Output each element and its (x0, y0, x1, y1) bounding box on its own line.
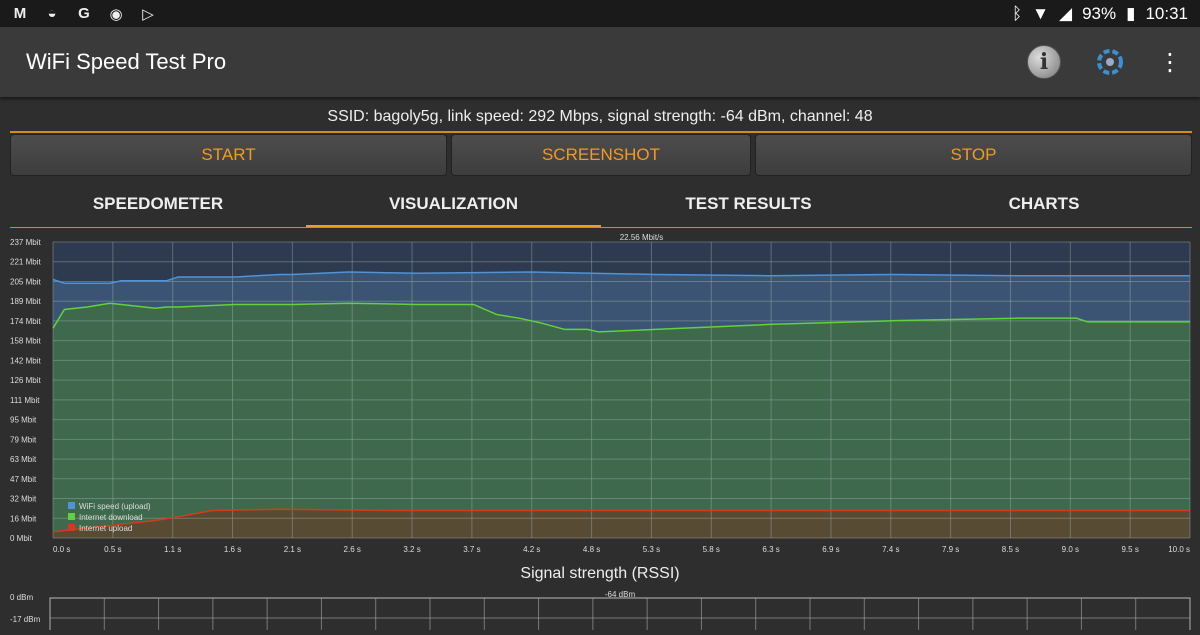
y-tick-label: 189 Mbit (10, 297, 41, 306)
tab-bar: SPEEDOMETER VISUALIZATION TEST RESULTS C… (10, 180, 1192, 228)
x-tick-label: 6.3 s (762, 545, 779, 554)
rssi-annotation: -64 dBm (605, 590, 636, 599)
x-tick-label: 1.6 s (224, 545, 241, 554)
x-tick-label: 9.0 s (1062, 545, 1079, 554)
info-icon: i (1027, 45, 1061, 79)
battery-icon: ▮ (1126, 3, 1136, 23)
x-tick-label: 4.2 s (523, 545, 540, 554)
rssi-chart-title: Signal strength (RSSI) (520, 565, 679, 582)
y-tick-label: 174 Mbit (10, 317, 41, 326)
app-bar: WiFi Speed Test Pro i ⋮ (0, 27, 1200, 97)
y-tick-label: 79 Mbit (10, 435, 37, 444)
x-tick-label: 2.1 s (284, 545, 301, 554)
y-tick-label: 158 Mbit (10, 337, 41, 346)
clock: 10:31 (1145, 3, 1188, 23)
connection-info: SSID: bagoly5g, link speed: 292 Mbps, si… (327, 108, 873, 125)
y-tick-label: 205 Mbit (10, 277, 41, 286)
rssi-y-tick-label: -17 dBm (10, 615, 41, 624)
series-line-2 (52, 508, 1190, 533)
x-tick-label: 5.8 s (703, 545, 720, 554)
series-line-0 (52, 271, 1190, 284)
circle-app-icon: ◉ (109, 5, 123, 23)
status-bar: M ◒ G ◉ ▷ ᛒ ▼ ◢ 93% ▮ 10:31 (0, 0, 1200, 27)
y-tick-label: 16 Mbit (10, 514, 37, 523)
speed-chart: 237 Mbit 221 Mbit 205 Mbit 189 Mbit 174 Mbit… (10, 233, 1191, 635)
x-tick-label: 5.3 s (643, 545, 660, 554)
x-tick-label: 3.7 s (463, 545, 480, 554)
x-tick-label: 7.9 s (942, 545, 959, 554)
divider (10, 131, 1192, 133)
series-area-2 (53, 509, 1190, 538)
play-store-icon: ▷ (142, 5, 154, 23)
info-button[interactable]: i (1026, 44, 1062, 80)
x-tick-label: 0.5 s (104, 545, 121, 554)
start-button[interactable]: START (10, 134, 447, 176)
legend-label: WiFi speed (upload) (79, 502, 151, 511)
legend-swatch (68, 524, 75, 531)
x-tick-label: 9.5 s (1121, 545, 1138, 554)
tab-visualization[interactable]: VISUALIZATION (306, 180, 601, 228)
rssi-plot-frame (49, 597, 1191, 635)
x-tick-label: 6.9 s (822, 545, 839, 554)
y-tick-label: 95 Mbit (10, 416, 37, 425)
tab-test-results[interactable]: TEST RESULTS (685, 194, 812, 213)
y-tick-label: 221 Mbit (10, 258, 41, 267)
y-tick-label: 126 Mbit (10, 376, 41, 385)
messenger-icon: ◒ (47, 5, 57, 22)
legend-swatch (68, 513, 75, 520)
google-icon: G (78, 5, 90, 22)
y-tick-label: 0 Mbit (10, 534, 33, 543)
series-line-1 (52, 302, 1190, 333)
y-tick-label: 47 Mbit (10, 475, 37, 484)
network-settings-icon (1097, 49, 1123, 75)
tab-speedometer[interactable]: SPEEDOMETER (92, 194, 224, 213)
notification-icons: M ◒ G ◉ ▷ (0, 5, 158, 23)
stop-button[interactable]: STOP (755, 134, 1192, 176)
wifi-icon: ▼ (1032, 3, 1049, 23)
screenshot-button[interactable]: SCREENSHOT (451, 134, 751, 176)
app-title: WiFi Speed Test Pro (26, 49, 227, 74)
x-tick-label: 8.5 s (1002, 545, 1019, 554)
x-tick-label: 10.0 s (1168, 545, 1190, 554)
more-options-icon[interactable]: ⋮ (1158, 48, 1182, 76)
legend-label: Internet download (79, 513, 143, 522)
bluetooth-icon: ᛒ (1011, 3, 1023, 23)
gmail-icon: M (13, 5, 27, 22)
y-tick-label: 237 Mbit (10, 238, 41, 247)
chart-area: 237 Mbit 221 Mbit 205 Mbit 189 Mbit 174 Mbit… (0, 230, 1200, 635)
system-icons: ᛒ ▼ ◢ 93% ▮ 10:31 (1012, 4, 1200, 24)
x-tick-label: 4.8 s (583, 545, 600, 554)
x-tick-label: 3.2 s (403, 545, 420, 554)
x-tick-label: 0.0 s (53, 545, 70, 554)
series-area-1 (53, 303, 1190, 538)
tab-charts[interactable]: CHARTS (1008, 194, 1080, 213)
rssi-y-tick-label: 0 dBm (10, 593, 33, 602)
y-tick-label: 142 Mbit (10, 356, 41, 365)
x-tick-label: 2.6 s (344, 545, 361, 554)
y-tick-label: 63 Mbit (10, 455, 37, 464)
y-tick-label: 111 Mbit (10, 396, 40, 405)
legend-label: Internet upload (79, 524, 132, 533)
y-tick-label: 32 Mbit (10, 495, 37, 504)
battery-percent: 93% (1082, 3, 1117, 23)
network-settings-button[interactable] (1092, 44, 1128, 80)
legend-swatch (68, 502, 75, 509)
chart-annotation: 22.56 Mbit/s (620, 233, 664, 242)
tabs-divider (10, 227, 1192, 228)
x-tick-label: 1.1 s (164, 545, 181, 554)
x-tick-label: 7.4 s (882, 545, 899, 554)
no-signal-icon: ◢ (1058, 3, 1073, 23)
